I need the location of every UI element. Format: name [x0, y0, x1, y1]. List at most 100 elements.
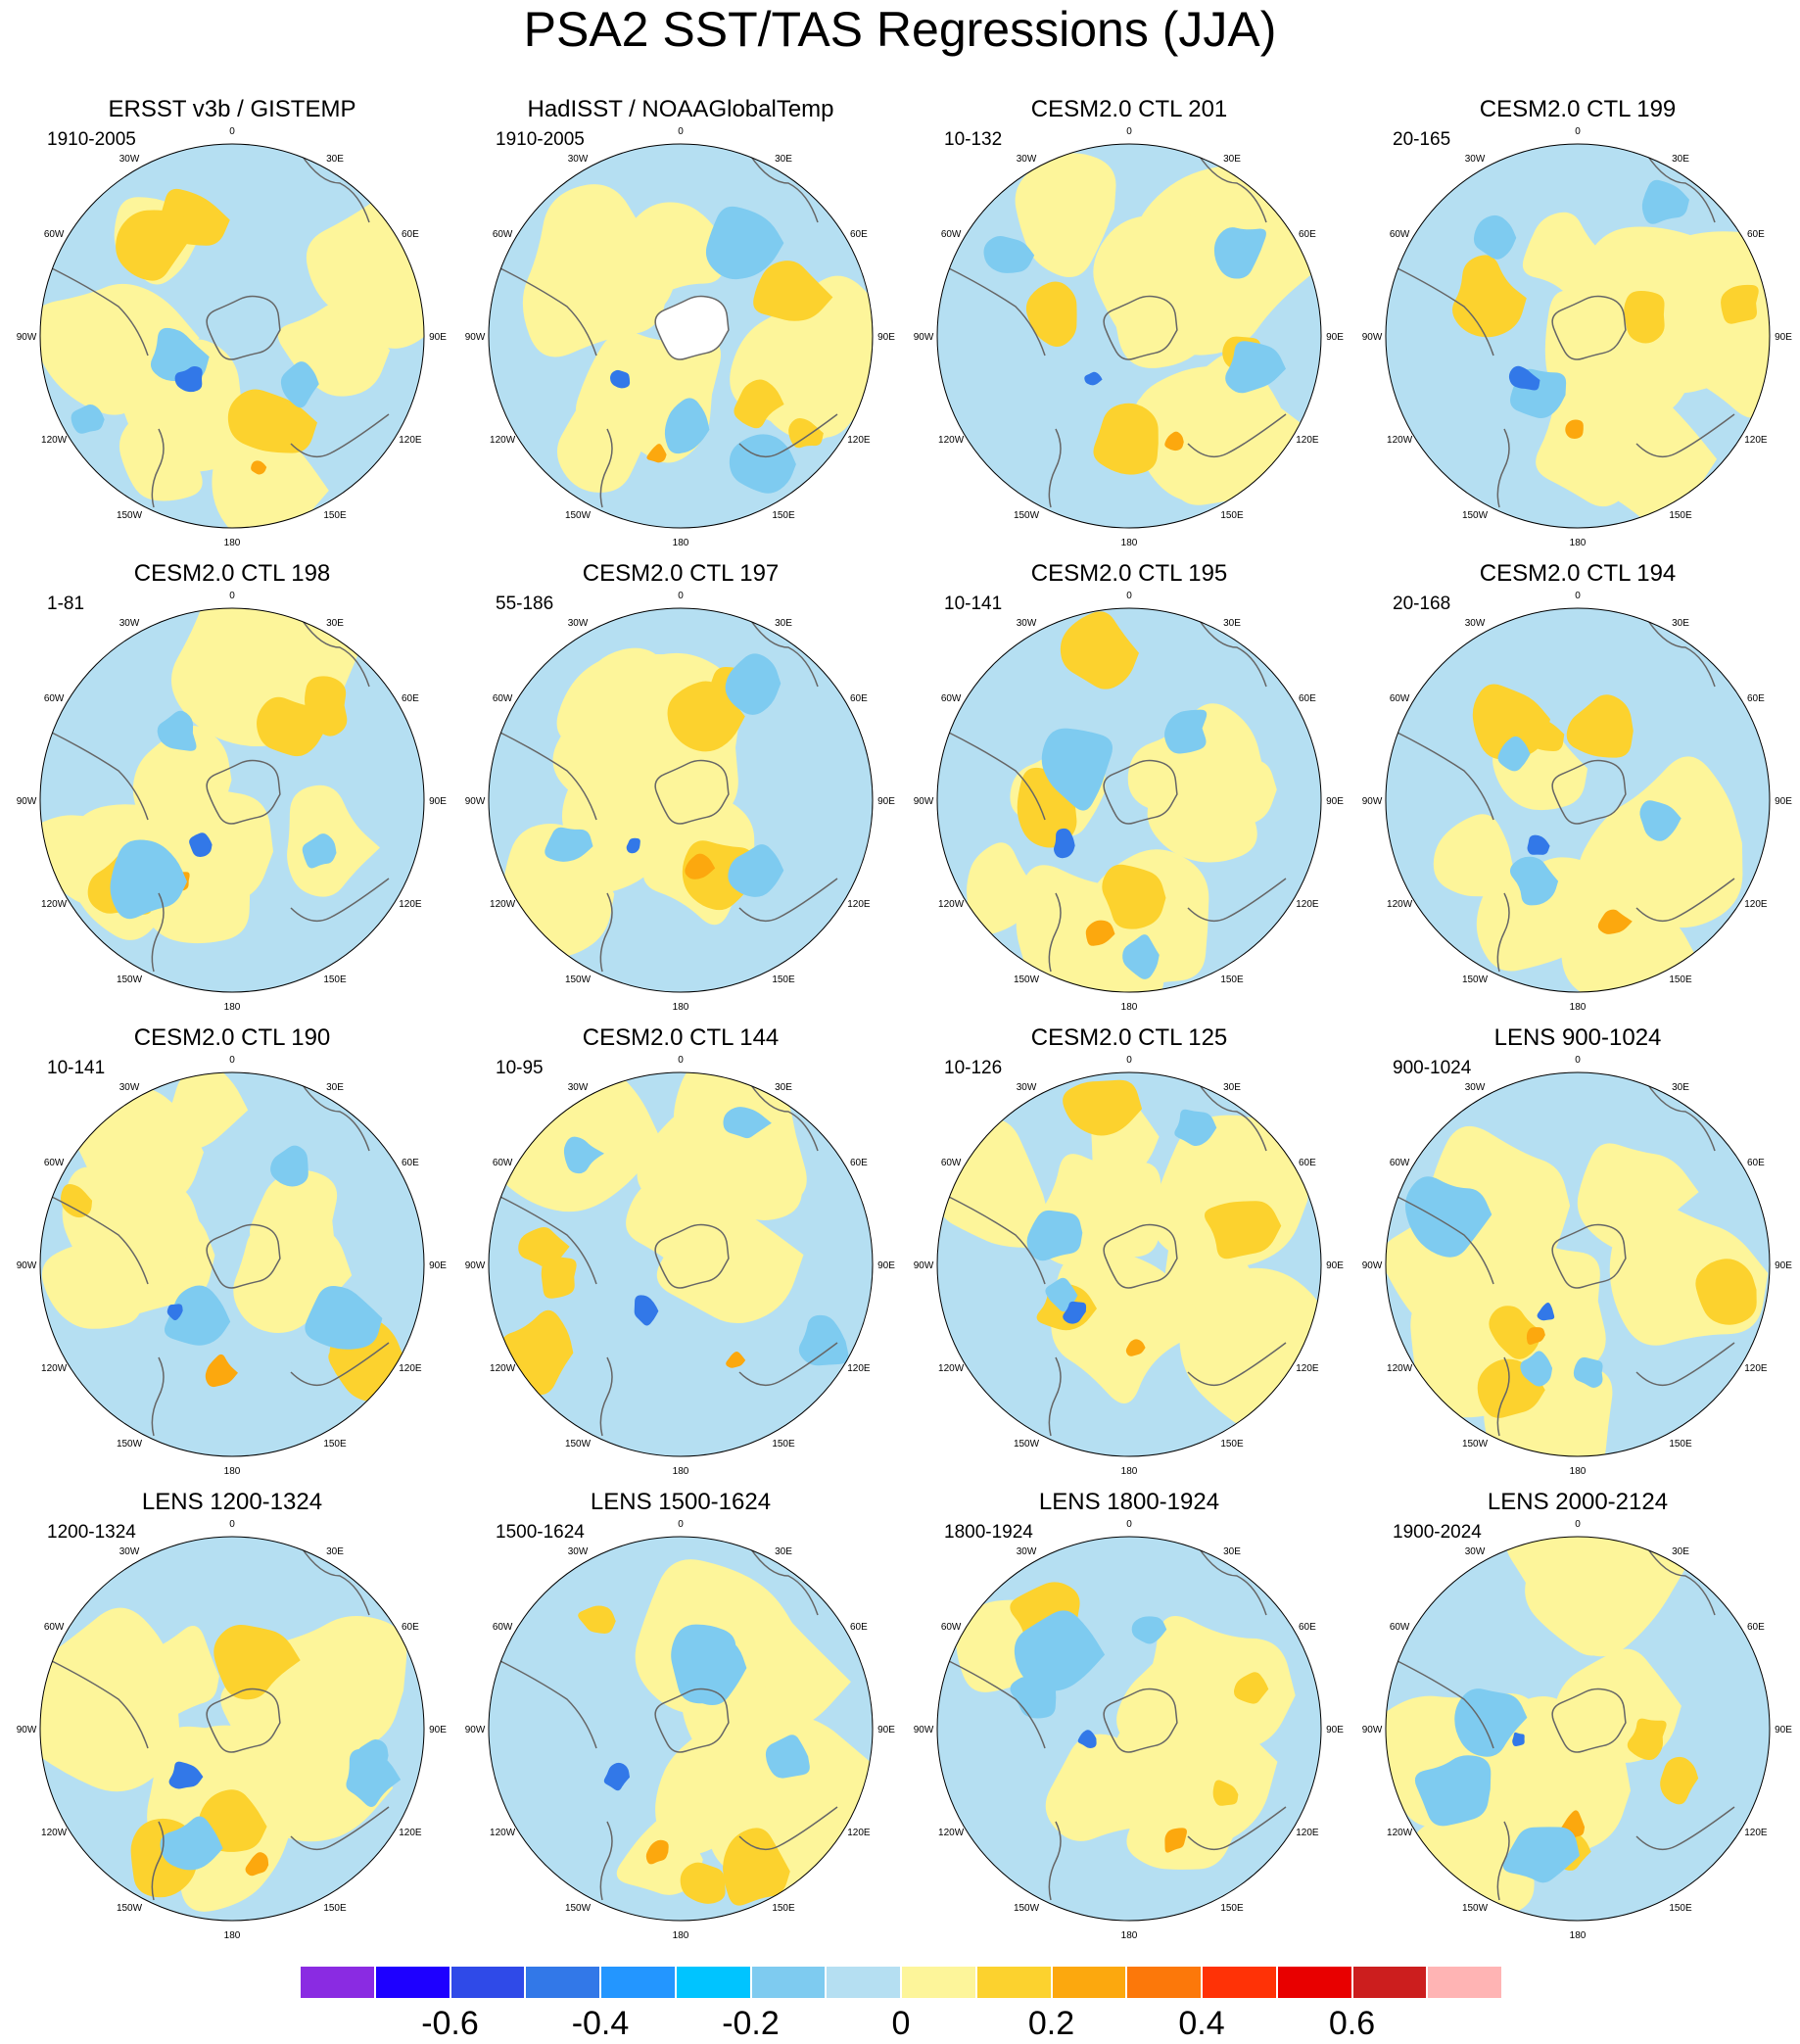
map-panel: CESM2.0 CTL 199 0 30E 60E 90E 120E 150E 180 150W…	[1353, 96, 1800, 560]
longitude-label: 150W	[1462, 510, 1489, 521]
longitude-label: 120E	[847, 435, 871, 446]
longitude-label: 90E	[1775, 796, 1792, 807]
coastline	[1496, 428, 1510, 508]
longitude-label: 30E	[1672, 154, 1689, 165]
warm-anomaly-peak	[1125, 1339, 1146, 1356]
longitude-label: 60W	[1390, 1158, 1410, 1168]
longitude-label: 150W	[1462, 1439, 1489, 1450]
coastline	[1197, 1545, 1267, 1616]
longitude-label: 90W	[914, 1725, 934, 1735]
longitude-label: 60W	[941, 229, 962, 240]
longitude-label: 180	[673, 1466, 689, 1477]
map-panel: CESM2.0 CTL 197 0 30E 60E 90E 120E 150E 180 150W…	[456, 560, 905, 1024]
longitude-label: 0	[1126, 1055, 1132, 1066]
longitude-label: 30E	[775, 618, 792, 629]
longitude-label: 180	[673, 1002, 689, 1013]
longitude-label: 180	[1121, 538, 1138, 548]
warm-anomaly-region	[1015, 153, 1116, 278]
map-panel: LENS 900-1024 0 30E 60E 90E 120E 150E 180 150W 12…	[1353, 1024, 1800, 1489]
panel-title: CESM2.0 CTL 198	[133, 560, 331, 587]
anomaly-field	[1386, 144, 1770, 528]
longitude-label: 60W	[941, 1622, 962, 1633]
longitude-label: 120W	[938, 1828, 965, 1838]
longitude-label: 30E	[1223, 154, 1241, 165]
cool-anomaly-region	[1502, 1827, 1580, 1883]
antarctica-outline	[206, 759, 281, 825]
colorbar-swatch	[1276, 1966, 1352, 1999]
warm-anomaly-peak	[646, 444, 667, 463]
polar-map: 0 30E 60E 90E 120E 150E 180 150W 120W 90W 60W 30W	[914, 1055, 1345, 1477]
coastline	[1048, 1821, 1062, 1901]
longitude-label: 30W	[119, 1082, 140, 1093]
longitude-label: 0	[1126, 126, 1132, 137]
coastline	[1395, 1195, 1494, 1285]
warm-anomaly-core	[1472, 684, 1550, 760]
longitude-label: 150W	[565, 974, 592, 985]
panel-period: 20-168	[1393, 594, 1451, 614]
antarctica-outline	[206, 1687, 281, 1753]
map-panel: CESM2.0 CTL 125 0 30E 60E 90E 120E 150E 180 150W…	[905, 1024, 1353, 1489]
colorbar-label: 0.6	[1328, 2005, 1376, 2042]
warm-anomaly-peak	[645, 1839, 669, 1865]
warm-anomaly-peak	[245, 1852, 269, 1877]
antarctica-outline	[1103, 295, 1178, 360]
warm-anomaly-region	[556, 653, 694, 784]
warm-anomaly-region	[1386, 1204, 1524, 1350]
antarctica-outline	[1103, 759, 1178, 825]
antarctica-outline	[1551, 295, 1627, 360]
cool-anomaly-region	[346, 1748, 402, 1808]
cool-anomaly-region	[1414, 1755, 1492, 1827]
longitude-label: 90W	[17, 1260, 37, 1271]
longitude-label: 90E	[877, 332, 895, 343]
longitude-label: 0	[1575, 1519, 1581, 1530]
warm-anomaly-peak	[685, 853, 716, 879]
longitude-label: 150W	[1462, 1903, 1489, 1914]
anomaly-field	[489, 144, 873, 528]
cool-anomaly-region	[1122, 934, 1160, 979]
coastline	[1645, 153, 1716, 223]
warm-anomaly-peak	[1565, 419, 1584, 440]
cool-anomaly-region	[723, 1107, 772, 1139]
page-title: PSA2 SST/TAS Regressions (JJA)	[523, 2, 1277, 57]
panel-period: 10-141	[944, 594, 1003, 614]
cool-anomaly-core	[1527, 834, 1550, 855]
warm-anomaly-core	[1060, 611, 1139, 689]
cool-anomaly-core	[1508, 365, 1540, 391]
anomaly-field	[40, 144, 424, 528]
longitude-label: 120W	[490, 1828, 516, 1838]
longitude-label: 120E	[1296, 435, 1319, 446]
warm-anomaly-region	[691, 1123, 802, 1220]
longitude-label: 60W	[493, 1622, 513, 1633]
longitude-label: 90E	[1775, 1260, 1792, 1271]
cool-anomaly-region	[280, 361, 319, 408]
longitude-label: 150E	[323, 1903, 347, 1914]
cool-anomaly-region	[563, 1136, 604, 1174]
longitude-label: 30E	[1672, 1082, 1689, 1093]
coastline	[748, 153, 819, 223]
longitude-label: 30W	[119, 154, 140, 165]
panel-period: 10-141	[47, 1058, 106, 1078]
coastline	[738, 878, 838, 923]
cool-anomaly-region	[270, 1145, 308, 1187]
longitude-label: 120E	[1744, 899, 1768, 910]
anomaly-field	[40, 608, 424, 992]
antarctica-outline	[1103, 1687, 1178, 1753]
cool-anomaly-core	[1063, 1301, 1087, 1324]
warm-anomaly-peak	[205, 1354, 238, 1388]
map-border	[1385, 607, 1771, 993]
panel-period: 1200-1324	[47, 1522, 136, 1543]
panel-title: LENS 1800-1924	[1038, 1489, 1220, 1515]
map-panel: CESM2.0 CTL 190 0 30E 60E 90E 120E 150E 180 150W…	[8, 1024, 456, 1489]
cool-anomaly-region	[673, 1626, 747, 1706]
warm-anomaly-region	[1433, 814, 1519, 897]
warm-anomaly-core	[1660, 1756, 1699, 1805]
coastline	[748, 617, 819, 688]
longitude-label: 150E	[1669, 974, 1692, 985]
longitude-label: 90W	[914, 796, 934, 807]
longitude-label: 120W	[41, 1363, 68, 1374]
anomaly-field	[937, 1537, 1321, 1921]
anomaly-field	[937, 1072, 1321, 1456]
warm-anomaly-region	[40, 1607, 179, 1792]
colorbar-swatch	[901, 1966, 976, 1999]
anomaly-field	[489, 1537, 873, 1921]
